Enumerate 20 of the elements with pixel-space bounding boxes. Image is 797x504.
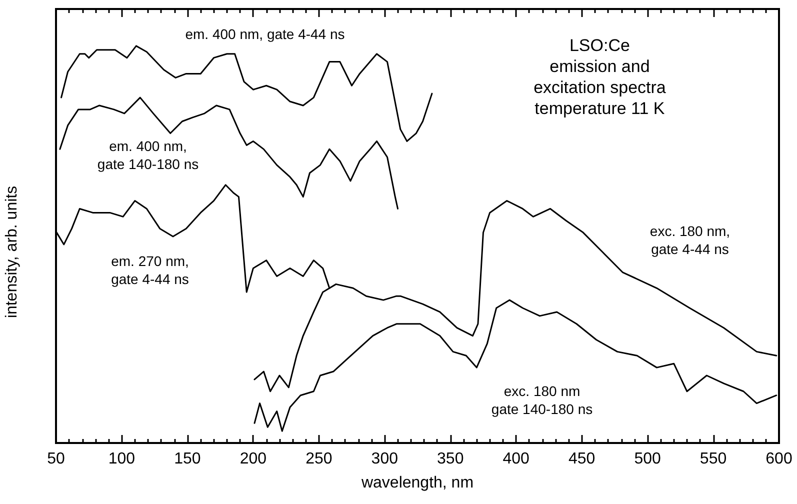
- x-tick-label: 550: [700, 450, 727, 468]
- x-tick-label: 500: [634, 450, 661, 468]
- series-label: exc. 180 nm gate 140-180 ns: [491, 383, 593, 417]
- text: LSO:Ce emission and excitation spectra temperature 11 K: [534, 36, 666, 118]
- x-tick-label: 50: [47, 450, 65, 468]
- x-tick-label: 350: [437, 450, 464, 468]
- x-tick-label: 200: [240, 450, 267, 468]
- x-tick-label: 300: [371, 450, 398, 468]
- series-label: em. 400 nm, gate 140-180 ns: [97, 138, 199, 172]
- x-tick-label: 100: [108, 450, 136, 468]
- y-axis-title: intensity, arb. units: [4, 186, 20, 318]
- x-tick-label: 250: [306, 450, 332, 468]
- x-tick-label: 150: [174, 450, 201, 468]
- legend-label: em. 400 nm, gate 4-44 ns: [185, 26, 345, 42]
- series-label: em. 270 nm, gate 4-44 ns: [111, 253, 189, 287]
- series-label: exc. 180 nm, gate 4-44 ns: [650, 223, 730, 257]
- x-axis-title: wavelength, nm: [360, 474, 474, 492]
- x-tick-label: 450: [568, 450, 596, 468]
- x-tick-label: 400: [502, 450, 530, 468]
- x-tick-label: 600: [766, 450, 792, 468]
